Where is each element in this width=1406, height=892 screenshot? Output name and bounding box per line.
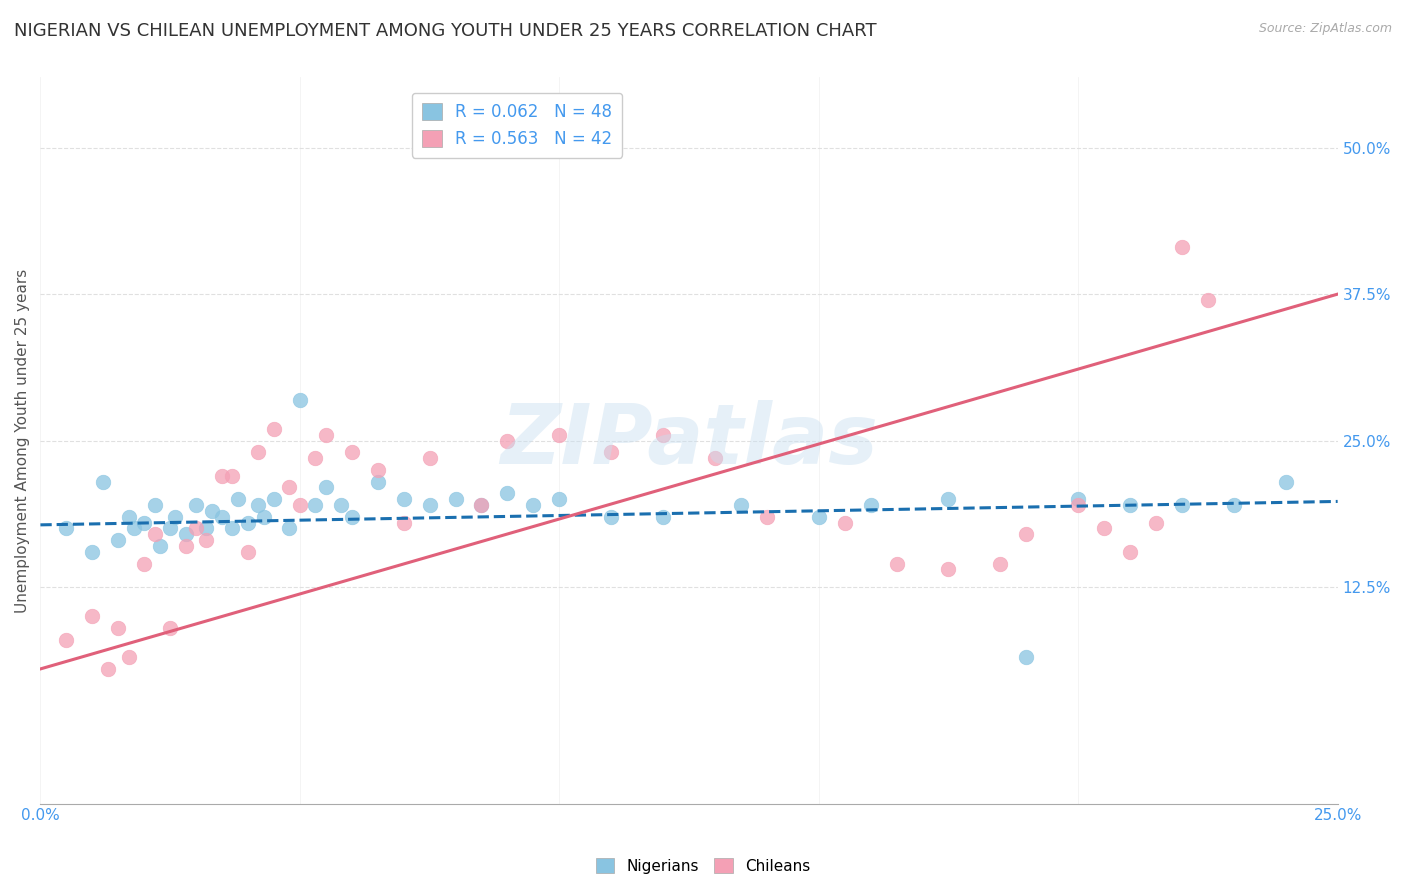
Point bbox=[755, 509, 778, 524]
Point bbox=[886, 557, 908, 571]
Text: NIGERIAN VS CHILEAN UNEMPLOYMENT AMONG YOUTH UNDER 25 YEARS CORRELATION CHART: NIGERIAN VS CHILEAN UNEMPLOYMENT AMONG Y… bbox=[14, 22, 877, 40]
Point bbox=[55, 632, 77, 647]
Point bbox=[419, 451, 441, 466]
Point bbox=[1067, 498, 1090, 512]
Point bbox=[859, 498, 882, 512]
Point bbox=[1171, 498, 1194, 512]
Point bbox=[174, 527, 197, 541]
Point bbox=[236, 545, 259, 559]
Point bbox=[392, 492, 415, 507]
Point bbox=[367, 475, 389, 489]
Point bbox=[1015, 527, 1038, 541]
Point bbox=[184, 498, 207, 512]
Point bbox=[652, 509, 675, 524]
Point bbox=[704, 451, 727, 466]
Point bbox=[496, 486, 519, 500]
Y-axis label: Unemployment Among Youth under 25 years: Unemployment Among Youth under 25 years bbox=[15, 268, 30, 613]
Point bbox=[143, 498, 166, 512]
Point bbox=[165, 509, 187, 524]
Point bbox=[288, 392, 311, 407]
Point bbox=[91, 475, 114, 489]
Legend: Nigerians, Chileans: Nigerians, Chileans bbox=[591, 852, 815, 880]
Point bbox=[1144, 516, 1167, 530]
Point bbox=[82, 609, 104, 624]
Point bbox=[134, 516, 156, 530]
Point bbox=[600, 445, 623, 459]
Point bbox=[195, 521, 218, 535]
Point bbox=[107, 621, 129, 635]
Point bbox=[263, 492, 285, 507]
Point bbox=[988, 557, 1011, 571]
Point bbox=[226, 492, 249, 507]
Point bbox=[330, 498, 353, 512]
Point bbox=[107, 533, 129, 547]
Point bbox=[807, 509, 830, 524]
Point bbox=[221, 521, 243, 535]
Point bbox=[236, 516, 259, 530]
Point bbox=[211, 468, 233, 483]
Point bbox=[1119, 545, 1142, 559]
Point bbox=[278, 521, 301, 535]
Text: Source: ZipAtlas.com: Source: ZipAtlas.com bbox=[1258, 22, 1392, 36]
Point bbox=[211, 509, 233, 524]
Point bbox=[1171, 240, 1194, 254]
Point bbox=[117, 650, 139, 665]
Point bbox=[419, 498, 441, 512]
Point bbox=[159, 621, 181, 635]
Point bbox=[548, 427, 571, 442]
Point bbox=[340, 445, 363, 459]
Text: ZIPatlas: ZIPatlas bbox=[501, 400, 877, 481]
Point bbox=[367, 463, 389, 477]
Point bbox=[55, 521, 77, 535]
Point bbox=[938, 562, 960, 576]
Point bbox=[304, 451, 326, 466]
Point bbox=[340, 509, 363, 524]
Point bbox=[444, 492, 467, 507]
Point bbox=[834, 516, 856, 530]
Point bbox=[184, 521, 207, 535]
Point bbox=[938, 492, 960, 507]
Point bbox=[117, 509, 139, 524]
Point bbox=[247, 498, 270, 512]
Point bbox=[82, 545, 104, 559]
Point bbox=[315, 427, 337, 442]
Point bbox=[1067, 492, 1090, 507]
Point bbox=[1223, 498, 1246, 512]
Point bbox=[143, 527, 166, 541]
Point bbox=[122, 521, 145, 535]
Point bbox=[600, 509, 623, 524]
Point bbox=[201, 504, 224, 518]
Point bbox=[652, 427, 675, 442]
Point bbox=[159, 521, 181, 535]
Legend: R = 0.062   N = 48, R = 0.563   N = 42: R = 0.062 N = 48, R = 0.563 N = 42 bbox=[412, 93, 623, 158]
Point bbox=[522, 498, 544, 512]
Point bbox=[288, 498, 311, 512]
Point bbox=[97, 662, 120, 676]
Point bbox=[195, 533, 218, 547]
Point bbox=[470, 498, 492, 512]
Point bbox=[470, 498, 492, 512]
Point bbox=[1274, 475, 1296, 489]
Point bbox=[315, 480, 337, 494]
Point bbox=[263, 422, 285, 436]
Point bbox=[149, 539, 172, 553]
Point bbox=[174, 539, 197, 553]
Point bbox=[1015, 650, 1038, 665]
Point bbox=[392, 516, 415, 530]
Point bbox=[304, 498, 326, 512]
Point bbox=[221, 468, 243, 483]
Point bbox=[730, 498, 752, 512]
Point bbox=[252, 509, 274, 524]
Point bbox=[496, 434, 519, 448]
Point bbox=[1119, 498, 1142, 512]
Point bbox=[1092, 521, 1115, 535]
Point bbox=[134, 557, 156, 571]
Point bbox=[1197, 293, 1219, 307]
Point bbox=[548, 492, 571, 507]
Point bbox=[278, 480, 301, 494]
Point bbox=[247, 445, 270, 459]
